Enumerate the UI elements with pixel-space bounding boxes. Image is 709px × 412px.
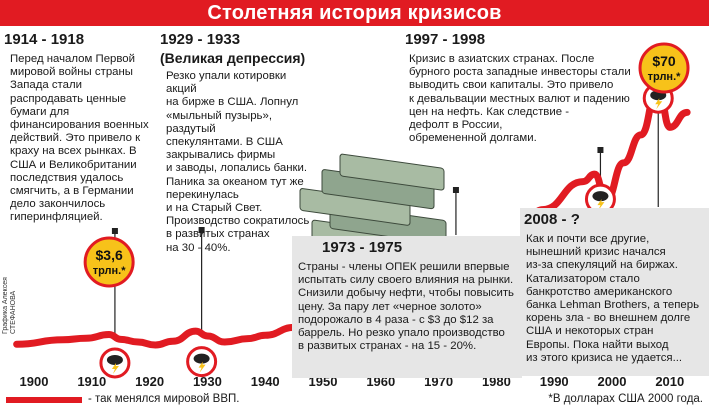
legend-swatch xyxy=(6,397,82,403)
lightning-icon xyxy=(597,199,605,211)
value-badge-0 xyxy=(83,236,135,288)
panel-body: Кризис в азиатских странах. После бурног… xyxy=(409,53,631,145)
storm-cloud-icon xyxy=(193,353,210,364)
x-tick-label-1: 1910 xyxy=(77,374,106,389)
connector-dot-3 xyxy=(597,147,604,153)
panel-heading: 1997 - 1998 xyxy=(405,31,486,48)
storm-cloud-icon xyxy=(106,354,123,365)
badge-value: $70 xyxy=(652,53,676,69)
legend-text: - так менялся мировой ВВП. xyxy=(88,393,240,405)
x-tick-label-10: 2000 xyxy=(598,374,627,389)
connector-dot-0 xyxy=(111,228,118,234)
footer: - так менялся мировой ВВП. *В долларах С… xyxy=(0,388,709,412)
panel-body: Страны - члены ОПЕК решили впервые испыт… xyxy=(298,261,514,353)
storm-cloud-icon xyxy=(592,191,609,202)
panel-1929-1933: 1929 - 1933 (Великая депрессия) Резко уп… xyxy=(160,31,315,254)
panel-heading: 1914 - 1918 xyxy=(4,31,85,48)
badge-unit: трлн.* xyxy=(93,265,127,277)
x-tick-label-11: 2010 xyxy=(655,374,684,389)
badge-value: $3,6 xyxy=(96,247,123,263)
value-badge-1 xyxy=(638,42,690,94)
page-title: Столетняя история кризисов xyxy=(207,1,502,24)
x-tick-label-0: 1900 xyxy=(20,374,49,389)
graphics-credit: Графика Алексея СТЕФАНОВА xyxy=(2,277,17,334)
x-tick-label-9: 1990 xyxy=(540,374,569,389)
panel-1914-1918: 1914 - 1918 Перед началом Первой мировой… xyxy=(4,32,156,228)
panel-body: Резко упали котировки акций на бирже в С… xyxy=(166,70,310,254)
connector-dot-2 xyxy=(452,187,459,193)
panel-heading: 1929 - 1933 xyxy=(160,31,241,48)
x-tick-label-4: 1940 xyxy=(251,374,280,389)
lightning-icon xyxy=(655,98,663,110)
lightning-icon xyxy=(111,362,119,374)
panel-subheading: (Великая депрессия) xyxy=(160,50,306,66)
panel-heading: 1973 - 1975 xyxy=(322,239,403,256)
money-brick-4 xyxy=(339,153,445,191)
panel-body: Перед началом Первой мировой войны стран… xyxy=(10,53,149,224)
connector-dot-1 xyxy=(198,227,205,233)
panel-2008: 2008 - ? Как и почти все другие, нынешни… xyxy=(520,208,709,376)
footnote: *В долларах США 2000 года. xyxy=(548,393,703,405)
panel-heading: 2008 - ? xyxy=(524,211,580,228)
badge-unit: трлн.* xyxy=(648,71,682,83)
panel-1997-1998: 1997 - 1998 Кризис в азиатских странах. … xyxy=(405,32,645,147)
title-bar: Столетняя история кризисов xyxy=(0,0,709,26)
x-tick-label-3: 1930 xyxy=(193,374,222,389)
x-tick-label-2: 1920 xyxy=(135,374,164,389)
panel-body: Как и почти все другие, нынешний кризис … xyxy=(526,233,700,364)
lightning-icon xyxy=(198,361,206,373)
panel-1973-1975: 1973 - 1975 Страны - члены ОПЕК решили в… xyxy=(292,236,522,378)
